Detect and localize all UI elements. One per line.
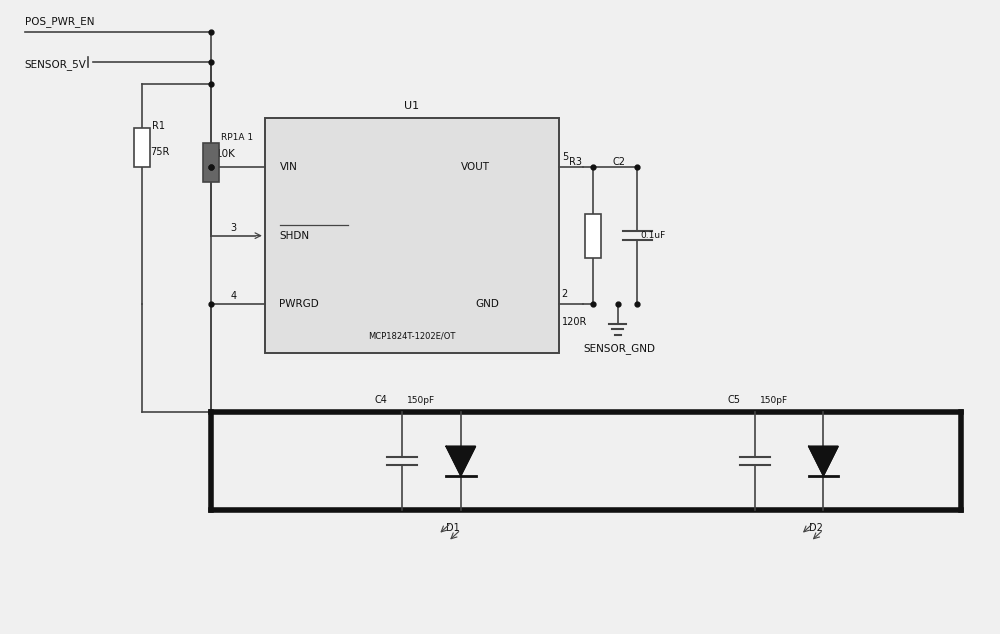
Bar bbox=[265, 118, 559, 353]
Text: SENSOR_GND: SENSOR_GND bbox=[583, 343, 655, 354]
Text: GND: GND bbox=[476, 299, 499, 309]
Text: 5: 5 bbox=[562, 152, 568, 162]
Polygon shape bbox=[809, 446, 838, 476]
Text: C4: C4 bbox=[375, 396, 387, 405]
Text: SHDN: SHDN bbox=[280, 231, 310, 241]
Text: C5: C5 bbox=[727, 396, 740, 405]
Text: U1: U1 bbox=[404, 101, 419, 112]
Text: 120R: 120R bbox=[562, 317, 587, 327]
Text: 4: 4 bbox=[231, 292, 237, 301]
Text: SENSOR_5V: SENSOR_5V bbox=[25, 59, 87, 70]
Text: 150pF: 150pF bbox=[407, 396, 435, 404]
Text: 3: 3 bbox=[231, 223, 237, 233]
Polygon shape bbox=[446, 446, 476, 476]
Text: C2: C2 bbox=[613, 157, 626, 167]
Text: 75R: 75R bbox=[150, 147, 170, 157]
Text: PWRGD: PWRGD bbox=[280, 299, 319, 309]
Text: 10K: 10K bbox=[216, 150, 236, 159]
Text: VOUT: VOUT bbox=[461, 162, 490, 172]
Text: MCP1824T-1202E/OT: MCP1824T-1202E/OT bbox=[368, 331, 455, 340]
Text: D2: D2 bbox=[809, 522, 823, 533]
Text: VIN: VIN bbox=[280, 162, 297, 172]
Text: R3: R3 bbox=[569, 157, 582, 167]
Text: 0.1uF: 0.1uF bbox=[640, 231, 665, 240]
Text: 150pF: 150pF bbox=[760, 396, 788, 404]
Text: R1: R1 bbox=[152, 121, 165, 131]
Bar bbox=[585, 214, 601, 257]
Bar bbox=[134, 128, 150, 167]
Text: POS_PWR_EN: POS_PWR_EN bbox=[25, 16, 94, 27]
Text: 2: 2 bbox=[562, 290, 568, 299]
Text: RP1A 1: RP1A 1 bbox=[221, 133, 253, 142]
Bar bbox=[203, 143, 219, 182]
Text: D1: D1 bbox=[446, 522, 460, 533]
